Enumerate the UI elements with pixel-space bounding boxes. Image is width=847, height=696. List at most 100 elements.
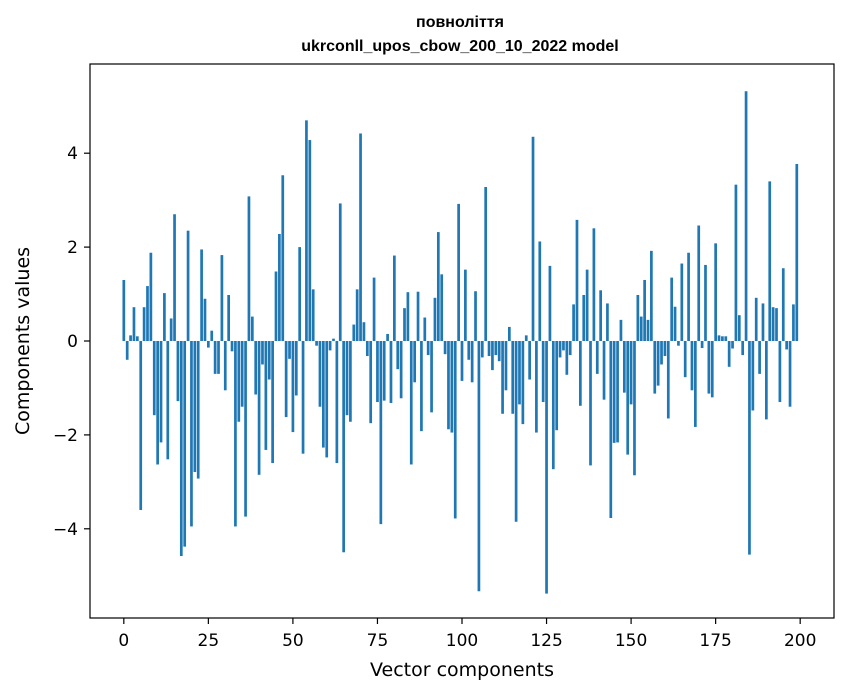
bar-47 (281, 175, 285, 341)
bar-178 (724, 336, 728, 341)
bar-151 (633, 341, 636, 476)
bar-59 (321, 341, 325, 448)
bar-121 (531, 136, 535, 341)
bar-132 (568, 341, 572, 356)
bar-198 (792, 304, 795, 341)
bar-33 (234, 341, 237, 527)
y-tick-label: 2 (67, 238, 78, 258)
bar-21 (193, 341, 197, 472)
bar-179 (727, 341, 731, 367)
bar-23 (200, 249, 203, 341)
bar-149 (626, 341, 630, 455)
bar-4 (135, 336, 139, 341)
bar-183 (741, 341, 745, 356)
bar-145 (612, 341, 616, 443)
bar-89 (423, 317, 427, 341)
bar-169 (693, 341, 697, 427)
y-tick-label: 4 (67, 144, 78, 164)
x-tick-label: 75 (367, 631, 389, 651)
bar-13 (166, 341, 170, 460)
bar-35 (240, 341, 244, 407)
bar-76 (379, 341, 383, 525)
bar-61 (328, 341, 332, 351)
bar-100 (460, 341, 464, 381)
bar-192 (771, 307, 775, 341)
bar-170 (697, 225, 701, 341)
bar-43 (267, 341, 271, 380)
bar-77 (382, 341, 386, 401)
bar-104 (474, 291, 477, 341)
bar-130 (562, 341, 565, 351)
bar-171 (700, 341, 704, 349)
bar-172 (704, 264, 707, 341)
bar-137 (585, 269, 589, 341)
bar-50 (291, 341, 295, 433)
bar-48 (284, 341, 288, 418)
bar-128 (555, 341, 559, 431)
bar-196 (785, 341, 789, 350)
bar-122 (535, 341, 538, 433)
bar-153 (639, 316, 643, 341)
bar-131 (565, 341, 569, 375)
bar-30 (223, 341, 227, 391)
bar-84 (406, 292, 410, 341)
bar-75 (376, 341, 379, 403)
bar-0 (122, 279, 126, 341)
bar-32 (230, 341, 234, 352)
bar-95 (443, 341, 447, 355)
bar-127 (551, 341, 555, 470)
bar-39 (254, 341, 258, 395)
bar-114 (507, 326, 511, 341)
bar-2 (129, 335, 132, 341)
bar-72 (365, 341, 369, 357)
bar-187 (754, 297, 758, 341)
bar-160 (663, 341, 667, 357)
bar-109 (491, 341, 494, 371)
bar-66 (345, 341, 349, 416)
bar-62 (332, 338, 335, 341)
x-tick-label: 125 (530, 631, 562, 651)
bar-113 (504, 341, 508, 391)
y-tick-label: −2 (53, 426, 78, 446)
bar-78 (386, 333, 389, 341)
bar-154 (643, 279, 646, 341)
bar-27 (213, 341, 217, 374)
bar-166 (683, 341, 687, 378)
bar-12 (163, 293, 166, 341)
bar-93 (436, 232, 440, 341)
bar-180 (731, 341, 734, 349)
plot-frame (89, 63, 835, 619)
bar-116 (514, 341, 518, 522)
bar-55 (308, 140, 312, 341)
bar-34 (237, 341, 241, 422)
bar-159 (660, 341, 663, 365)
bar-99 (457, 203, 460, 341)
bar-173 (707, 341, 711, 394)
bar-163 (673, 306, 677, 341)
bar-110 (494, 341, 498, 356)
bar-28 (217, 341, 220, 374)
bar-37 (247, 196, 251, 341)
bar-81 (396, 341, 400, 370)
bar-60 (325, 341, 329, 458)
bar-164 (677, 341, 680, 346)
y-axis-label: Components values (12, 247, 34, 435)
bar-86 (413, 341, 417, 383)
bar-126 (548, 265, 552, 341)
bar-8 (149, 252, 153, 341)
bar-162 (670, 277, 674, 341)
bar-108 (487, 341, 491, 357)
bar-195 (781, 268, 785, 341)
bar-189 (761, 303, 765, 341)
bar-155 (646, 319, 650, 341)
bar-24 (203, 298, 207, 341)
bar-31 (227, 294, 231, 341)
bar-98 (453, 341, 457, 519)
bar-25 (207, 341, 210, 348)
bar-87 (416, 291, 420, 341)
bar-194 (778, 341, 782, 403)
bar-157 (653, 341, 657, 394)
bar-152 (636, 294, 640, 341)
bar-65 (342, 341, 345, 553)
chart-subtitle: ukrconll_upos_cbow_200_10_2022 model (301, 38, 618, 55)
